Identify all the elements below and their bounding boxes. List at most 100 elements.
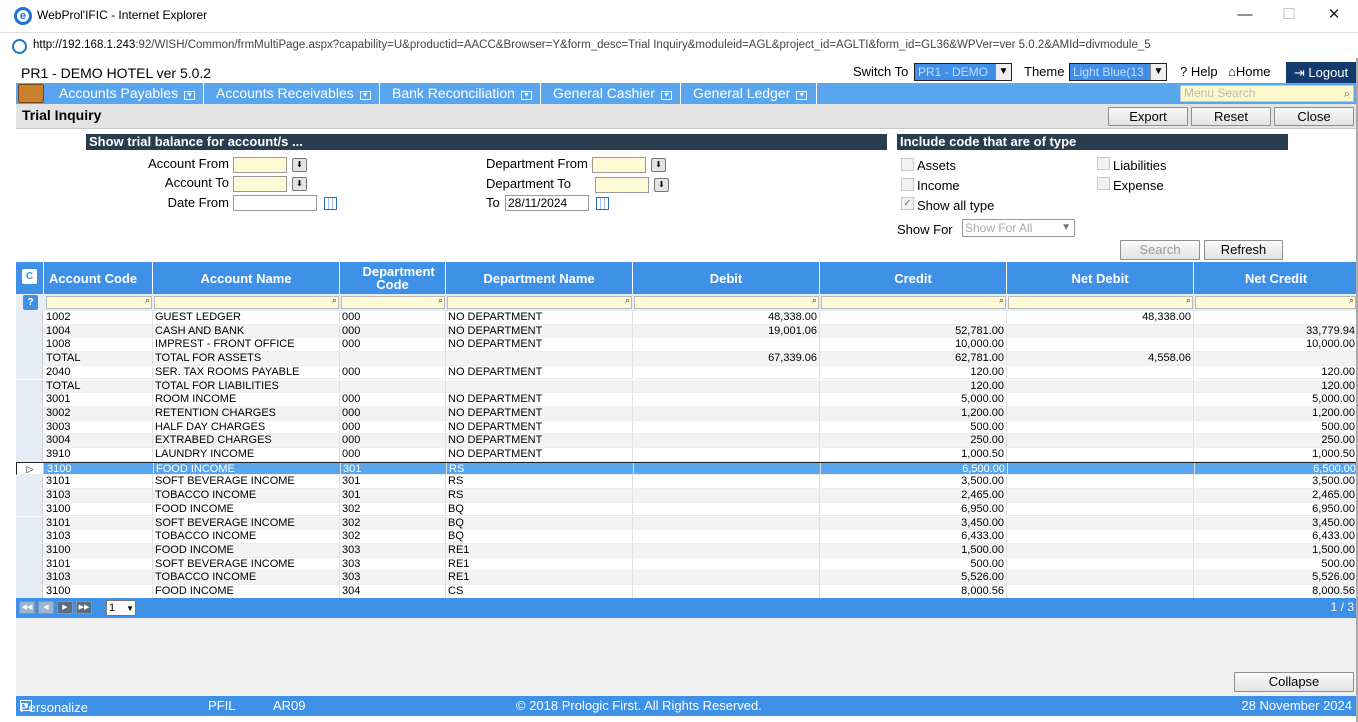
column-header-account-code[interactable]: Account Code <box>44 262 153 294</box>
filter-account-name[interactable]: ⌕ <box>154 295 339 309</box>
expense-checkbox[interactable] <box>1097 177 1110 190</box>
previous-page-icon[interactable]: ◀ <box>38 601 54 614</box>
table-row[interactable]: 3103 TOBACCO INCOME 303 RE1 5,526.00 5,526.00 <box>16 571 1358 585</box>
account-to-input[interactable] <box>233 176 287 192</box>
close-window-button[interactable]: ✕ <box>1327 6 1341 23</box>
row-indicator[interactable]: ▷ <box>17 462 44 475</box>
table-row[interactable]: 3910 LAUNDRY INCOME 000 NO DEPARTMENT 1,000.… <box>16 448 1358 462</box>
row-indicator[interactable] <box>16 475 43 489</box>
row-indicator[interactable] <box>16 530 43 543</box>
product-logo-icon[interactable] <box>18 84 44 103</box>
minimize-button[interactable]: — <box>1237 6 1253 23</box>
table-row[interactable]: 3004 EXTRABED CHARGES 000 NO DEPARTMENT 250.… <box>16 434 1358 448</box>
menu-general-ledger[interactable]: General Ledger ▼ <box>685 83 817 104</box>
filter-department-name[interactable]: ⌕ <box>447 295 632 309</box>
lookup-icon[interactable]: ⬇ <box>654 178 669 192</box>
menu-accounts-payables[interactable]: Accounts Payables ▼ <box>51 83 204 104</box>
table-row[interactable]: 3103 TOBACCO INCOME 301 RS 2,465.00 2,465.00 <box>16 489 1358 503</box>
row-indicator[interactable] <box>16 543 43 557</box>
row-indicator[interactable] <box>16 324 43 338</box>
refresh-button[interactable]: Refresh <box>1204 240 1283 260</box>
department-from-input[interactable] <box>592 157 646 173</box>
calendar-icon[interactable] <box>596 197 609 210</box>
filter-debit[interactable]: ⌕ <box>634 295 819 309</box>
first-page-icon[interactable]: ◀◀ <box>19 601 35 614</box>
row-indicator[interactable] <box>16 585 43 598</box>
column-header-credit[interactable]: Credit <box>820 262 1007 294</box>
table-row[interactable]: TOTAL TOTAL FOR LIABILITIES 120.00 120.00 <box>16 379 1358 394</box>
help-link[interactable]: ? Help <box>1180 64 1218 79</box>
table-row[interactable]: 3101 SOFT BEVERAGE INCOME 302 BQ 3,450.00 3,4… <box>16 516 1358 531</box>
to-date-input[interactable]: 28/11/2024 <box>505 195 589 211</box>
column-header-department-name[interactable]: Department Name <box>446 262 633 294</box>
column-header-net-credit[interactable]: Net Credit <box>1244 270 1308 286</box>
reset-button[interactable]: Reset <box>1191 107 1271 126</box>
table-row[interactable]: 1008 IMPREST - FRONT OFFICE 000 NO DEPARTME… <box>16 338 1358 353</box>
liabilities-checkbox[interactable] <box>1097 157 1110 170</box>
table-row[interactable]: TOTAL TOTAL FOR ASSETS 67,339.06 62,781.00 4… <box>16 352 1358 366</box>
department-to-input[interactable] <box>595 177 649 193</box>
table-row[interactable]: 3003 HALF DAY CHARGES 000 NO DEPARTMENT 500.… <box>16 420 1358 435</box>
table-row[interactable]: 2040 SER. TAX ROOMS PAYABLE 000 NO DEPARTME… <box>16 365 1358 380</box>
refresh-grid-icon[interactable]: C <box>22 269 37 284</box>
help-icon[interactable]: ? <box>23 295 38 310</box>
table-row[interactable]: 3001 ROOM INCOME 000 NO DEPARTMENT 5,000.00 5… <box>16 393 1358 407</box>
lookup-icon[interactable]: ⬇ <box>292 158 307 172</box>
menu-bank-reconciliation[interactable]: Bank Reconciliation ▼ <box>384 83 541 104</box>
show-for-select[interactable]: Show For All ▼ <box>962 219 1075 237</box>
maximize-button[interactable]: ☐ <box>1282 6 1296 23</box>
row-indicator[interactable] <box>16 311 43 324</box>
row-indicator[interactable] <box>16 489 43 502</box>
column-header-net-debit[interactable]: Net Debit <box>1007 262 1194 294</box>
table-row[interactable]: 3100 FOOD INCOME 302 BQ 6,950.00 6,950.00 <box>16 502 1358 517</box>
last-page-icon[interactable]: ▶▶ <box>76 601 92 614</box>
table-row[interactable]: 1002 GUEST LEDGER 000 NO DEPARTMENT 48,338.0… <box>16 311 1358 325</box>
search-icon[interactable]: ⌕ <box>1343 88 1350 100</box>
row-indicator[interactable] <box>16 557 43 571</box>
row-indicator[interactable] <box>16 434 43 447</box>
table-row[interactable]: 3101 SOFT BEVERAGE INCOME 303 RE1 500.00 500.… <box>16 557 1358 572</box>
row-indicator[interactable] <box>16 365 43 379</box>
menu-accounts-receivables[interactable]: Accounts Receivables ▼ <box>208 83 380 104</box>
table-row[interactable]: 3100 FOOD INCOME 303 RE1 1,500.00 1,500.00 <box>16 543 1358 558</box>
menu-search-input[interactable]: Menu Search ⌕ <box>1180 85 1354 102</box>
table-row[interactable]: 3103 TOBACCO INCOME 302 BQ 6,433.00 6,433.00 <box>16 530 1358 544</box>
export-button[interactable]: Export <box>1108 107 1188 126</box>
page-select[interactable]: 1 ▼ <box>106 600 136 616</box>
address-bar[interactable]: http://192.168.1.243:92/WISH/Common/frmM… <box>0 32 1358 58</box>
home-link[interactable]: ⌂Home <box>1228 64 1271 79</box>
lookup-icon[interactable]: ⬇ <box>292 177 307 191</box>
table-row[interactable]: 3002 RETENTION CHARGES 000 NO DEPARTMENT 1,2… <box>16 406 1358 421</box>
filter-credit[interactable]: ⌕ <box>821 295 1006 309</box>
table-row[interactable]: 3101 SOFT BEVERAGE INCOME 301 RS 3,500.00 3,5… <box>16 475 1358 490</box>
row-indicator[interactable] <box>16 571 43 584</box>
column-header-debit[interactable]: Debit <box>633 262 820 294</box>
row-indicator[interactable] <box>16 338 43 352</box>
row-indicator[interactable] <box>16 516 43 530</box>
lookup-icon[interactable]: ⬇ <box>651 158 666 172</box>
table-row[interactable]: 1004 CASH AND BANK 000 NO DEPARTMENT 19,001.… <box>16 324 1358 339</box>
close-button[interactable]: Close <box>1274 107 1354 126</box>
column-header-account-name[interactable]: Account Name <box>153 262 340 294</box>
next-page-icon[interactable]: ▶ <box>57 601 73 614</box>
row-indicator[interactable] <box>16 379 43 393</box>
row-indicator[interactable] <box>16 448 43 461</box>
row-indicator[interactable] <box>16 352 43 365</box>
row-indicator[interactable] <box>16 406 43 420</box>
column-header-department-code[interactable]: Department Code <box>340 262 446 294</box>
menu-general-cashier[interactable]: General Cashier ▼ <box>545 83 681 104</box>
theme-select[interactable]: Light Blue(13 ▼ <box>1069 63 1167 81</box>
calendar-icon[interactable] <box>324 197 337 210</box>
filter-department-code[interactable]: ⌕ <box>341 295 445 309</box>
table-row[interactable]: ▷ 3100 FOOD INCOME 301 RS 6,500.00 6,500.00 <box>16 461 1358 476</box>
assets-checkbox[interactable] <box>901 158 914 171</box>
switch-to-select[interactable]: PR1 - DEMO ▼ <box>914 63 1012 81</box>
filter-net-credit[interactable]: ⌕ <box>1195 295 1356 309</box>
date-from-input[interactable] <box>233 195 317 211</box>
row-indicator[interactable] <box>16 420 43 434</box>
logout-button[interactable]: ⇥ Logout <box>1286 62 1356 83</box>
income-checkbox[interactable] <box>901 178 914 191</box>
collapse-button[interactable]: Collapse <box>1234 672 1354 692</box>
filter-account-code[interactable]: ⌕ <box>46 295 152 309</box>
table-row[interactable]: 3100 FOOD INCOME 304 CS 8,000.56 8,000.56 <box>16 585 1358 599</box>
